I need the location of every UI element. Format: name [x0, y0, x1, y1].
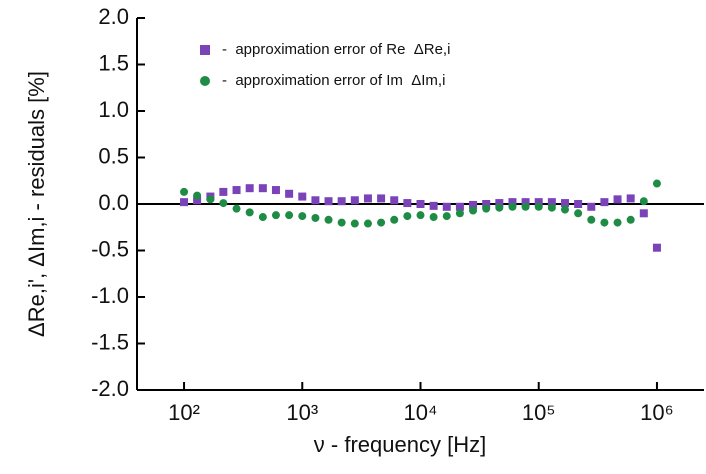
data-point: [377, 218, 386, 227]
y-tick-label: 2.0: [98, 4, 129, 29]
data-point: [180, 187, 189, 196]
data-point: [560, 205, 569, 214]
data-point: [350, 219, 359, 228]
data-point: [521, 202, 530, 211]
data-point: [363, 194, 372, 203]
data-point: [337, 218, 346, 227]
y-tick-label: -0.5: [91, 236, 129, 261]
legend-marker: [200, 76, 210, 86]
x-tick-label: 10⁵: [522, 400, 556, 425]
data-point: [534, 202, 543, 211]
data-point: [298, 212, 307, 221]
data-point: [455, 209, 464, 218]
data-point: [560, 199, 569, 208]
data-point: [469, 206, 478, 215]
data-point: [337, 197, 346, 206]
data-point: [639, 209, 648, 218]
legend-label: - approximation error of Im ΔIm,i: [222, 72, 445, 89]
x-tick-label: 10³: [286, 400, 318, 425]
data-point: [285, 211, 294, 220]
data-point: [350, 196, 359, 205]
data-point: [271, 211, 280, 220]
x-tick-label: 10²: [168, 400, 200, 425]
data-point: [363, 219, 372, 228]
data-point: [482, 204, 491, 213]
data-point: [587, 202, 596, 211]
data-point: [232, 204, 241, 213]
data-point: [429, 201, 438, 210]
data-point: [390, 215, 399, 224]
data-point: [600, 218, 609, 227]
data-point: [232, 186, 241, 195]
data-point: [324, 197, 333, 206]
data-point: [298, 192, 307, 201]
y-axis-title: ΔRe,i', ΔIm,i - residuals [%]: [24, 71, 49, 337]
data-point: [206, 195, 215, 204]
data-point: [403, 212, 412, 221]
data-point: [245, 208, 254, 217]
data-point: [626, 194, 635, 203]
y-tick-label: -2.0: [91, 376, 129, 401]
data-point: [285, 189, 294, 198]
data-point: [613, 218, 622, 227]
data-point: [416, 200, 425, 208]
data-point: [482, 200, 491, 208]
data-point: [180, 198, 189, 207]
x-tick-label: 10⁴: [404, 400, 438, 425]
data-point: [534, 198, 543, 207]
data-point: [455, 202, 464, 211]
data-point: [258, 213, 267, 222]
data-point: [442, 212, 451, 221]
data-point: [574, 209, 583, 218]
data-point: [600, 198, 609, 207]
data-point: [626, 215, 635, 224]
data-point: [508, 198, 517, 207]
data-point: [547, 198, 556, 207]
data-point: [639, 197, 648, 206]
y-tick-label: -1.0: [91, 283, 129, 308]
data-point: [652, 179, 661, 188]
data-point: [377, 194, 386, 203]
data-point: [245, 184, 254, 193]
data-point: [521, 198, 530, 207]
data-point: [311, 213, 320, 222]
y-tick-label: 1.5: [98, 50, 129, 75]
x-tick-label: 10⁶: [640, 400, 674, 425]
data-point: [258, 184, 267, 193]
data-point: [508, 202, 517, 211]
data-point: [574, 200, 583, 208]
data-point: [587, 215, 596, 224]
data-point: [311, 196, 320, 205]
data-point: [495, 203, 504, 212]
y-tick-label: -1.5: [91, 329, 129, 354]
data-point: [193, 196, 202, 205]
data-point: [429, 213, 438, 222]
data-point: [193, 191, 202, 200]
data-point: [442, 202, 451, 211]
legend-label: - approximation error of Re ΔRe,i: [222, 41, 450, 58]
data-point: [219, 199, 228, 208]
data-point: [652, 243, 661, 252]
legend-marker: [200, 45, 210, 55]
data-point: [416, 211, 425, 220]
y-tick-label: 0.0: [98, 190, 129, 215]
data-point: [219, 187, 228, 196]
data-point: [495, 199, 504, 208]
data-point: [613, 195, 622, 204]
data-point: [324, 215, 333, 224]
y-tick-label: 1.0: [98, 97, 129, 122]
data-point: [271, 186, 280, 195]
y-tick-label: 0.5: [98, 143, 129, 168]
data-point: [390, 196, 399, 205]
x-axis-title: ν - frequency [Hz]: [314, 432, 486, 457]
data-point: [547, 203, 556, 212]
data-point: [469, 200, 478, 209]
data-point: [403, 199, 412, 208]
